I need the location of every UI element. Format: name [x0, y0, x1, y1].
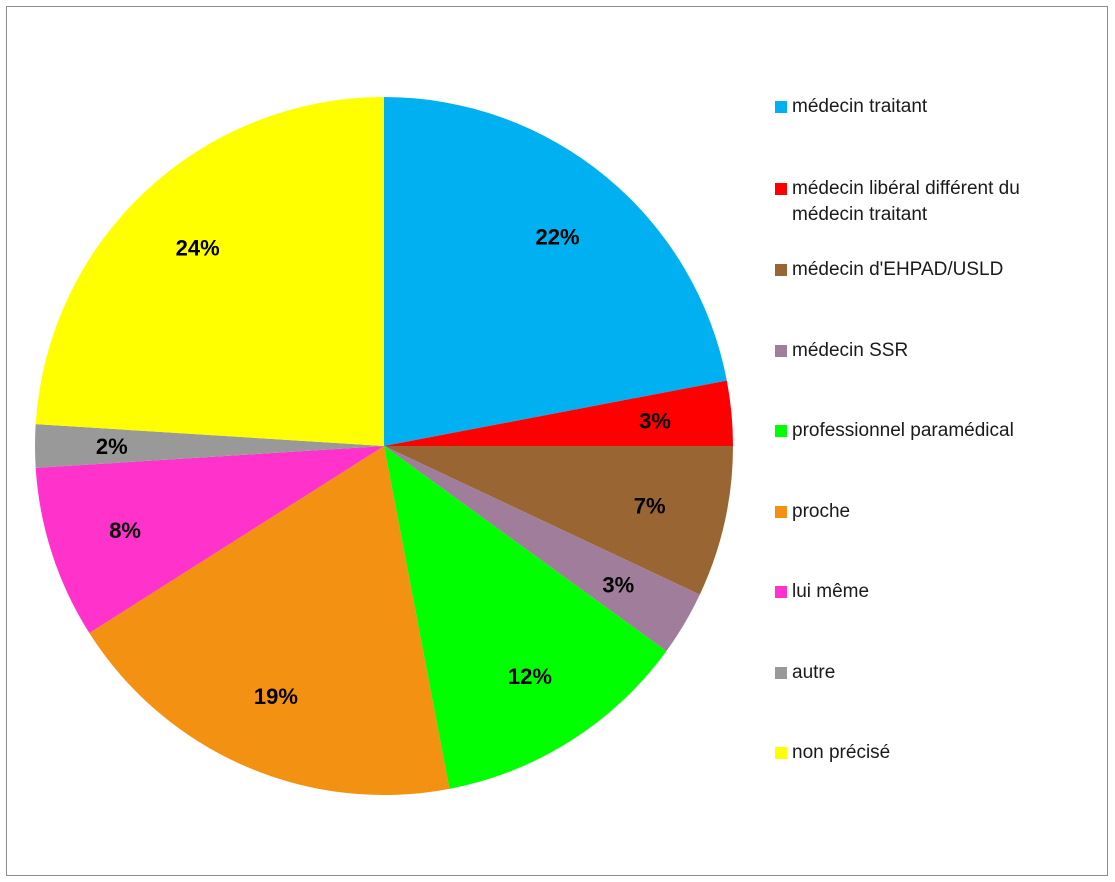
- legend-label-lui-meme: lui même: [792, 581, 870, 602]
- legend-label-medecin-ehpad: médecin d'EHPAD/USLD: [792, 259, 1004, 280]
- data-label-medecin-traitant: 22%: [535, 224, 579, 249]
- data-label-non-precise: 24%: [176, 236, 220, 261]
- legend-swatch-non-precise: [775, 747, 787, 759]
- pie-slice-medecin-liberal: [384, 380, 733, 446]
- legend-swatch-professionnel-paramedical: [775, 425, 787, 437]
- legend-label-autre: autre: [792, 662, 836, 683]
- legend-label-proche: proche: [792, 501, 851, 522]
- pie-slice-medecin-traitant: [384, 97, 727, 446]
- legend-swatch-lui-meme: [775, 586, 787, 598]
- data-label-medecin-ehpad: 7%: [634, 493, 666, 518]
- legend-item-medecin-ehpad: médecin d'EHPAD/USLD: [775, 257, 1095, 283]
- data-label-medecin-liberal: 3%: [639, 408, 671, 433]
- pie-slice-medecin-ehpad: [384, 446, 733, 595]
- legend-label-medecin-ssr: médecin SSR: [792, 340, 909, 361]
- pie-slice-professionnel-paramedical: [384, 446, 667, 789]
- legend-item-medecin-liberal: médecin libéral différent du médecin tra…: [775, 176, 1085, 228]
- pie-slice-autre: [34, 424, 384, 468]
- pie-slice-non-precise: [35, 97, 385, 446]
- pie-slice-proche: [89, 446, 450, 795]
- legend-item-medecin-ssr: médecin SSR: [775, 338, 1095, 364]
- legend-item-proche: proche: [775, 499, 1095, 525]
- legend-item-non-precise: non précisé: [775, 740, 1095, 766]
- legend-item-professionnel-paramedical: professionnel paramédical: [775, 418, 1095, 444]
- pie-slice-lui-meme: [35, 446, 385, 634]
- legend-label-medecin-traitant: médecin traitant: [792, 96, 928, 117]
- legend-label-non-precise: non précisé: [792, 742, 891, 763]
- legend-swatch-proche: [775, 506, 787, 518]
- legend-swatch-medecin-ssr: [775, 345, 787, 357]
- data-label-medecin-ssr: 3%: [602, 573, 634, 598]
- pie-slice-medecin-ssr: [384, 446, 700, 652]
- data-label-lui-meme: 8%: [109, 518, 141, 543]
- legend-swatch-medecin-liberal: [775, 183, 787, 195]
- legend-swatch-medecin-traitant: [775, 101, 787, 113]
- legend-label-medecin-liberal: médecin libéral différent du médecin tra…: [792, 178, 1020, 225]
- legend-item-medecin-traitant: médecin traitant: [775, 94, 1095, 120]
- legend-swatch-autre: [775, 667, 787, 679]
- legend-item-lui-meme: lui même: [775, 579, 1095, 605]
- legend-swatch-medecin-ehpad: [775, 264, 787, 276]
- data-label-professionnel-paramedical: 12%: [508, 664, 552, 689]
- legend-item-autre: autre: [775, 660, 1095, 686]
- legend-label-professionnel-paramedical: professionnel paramédical: [792, 420, 1014, 441]
- data-label-proche: 19%: [254, 684, 298, 709]
- data-label-autre: 2%: [96, 434, 128, 459]
